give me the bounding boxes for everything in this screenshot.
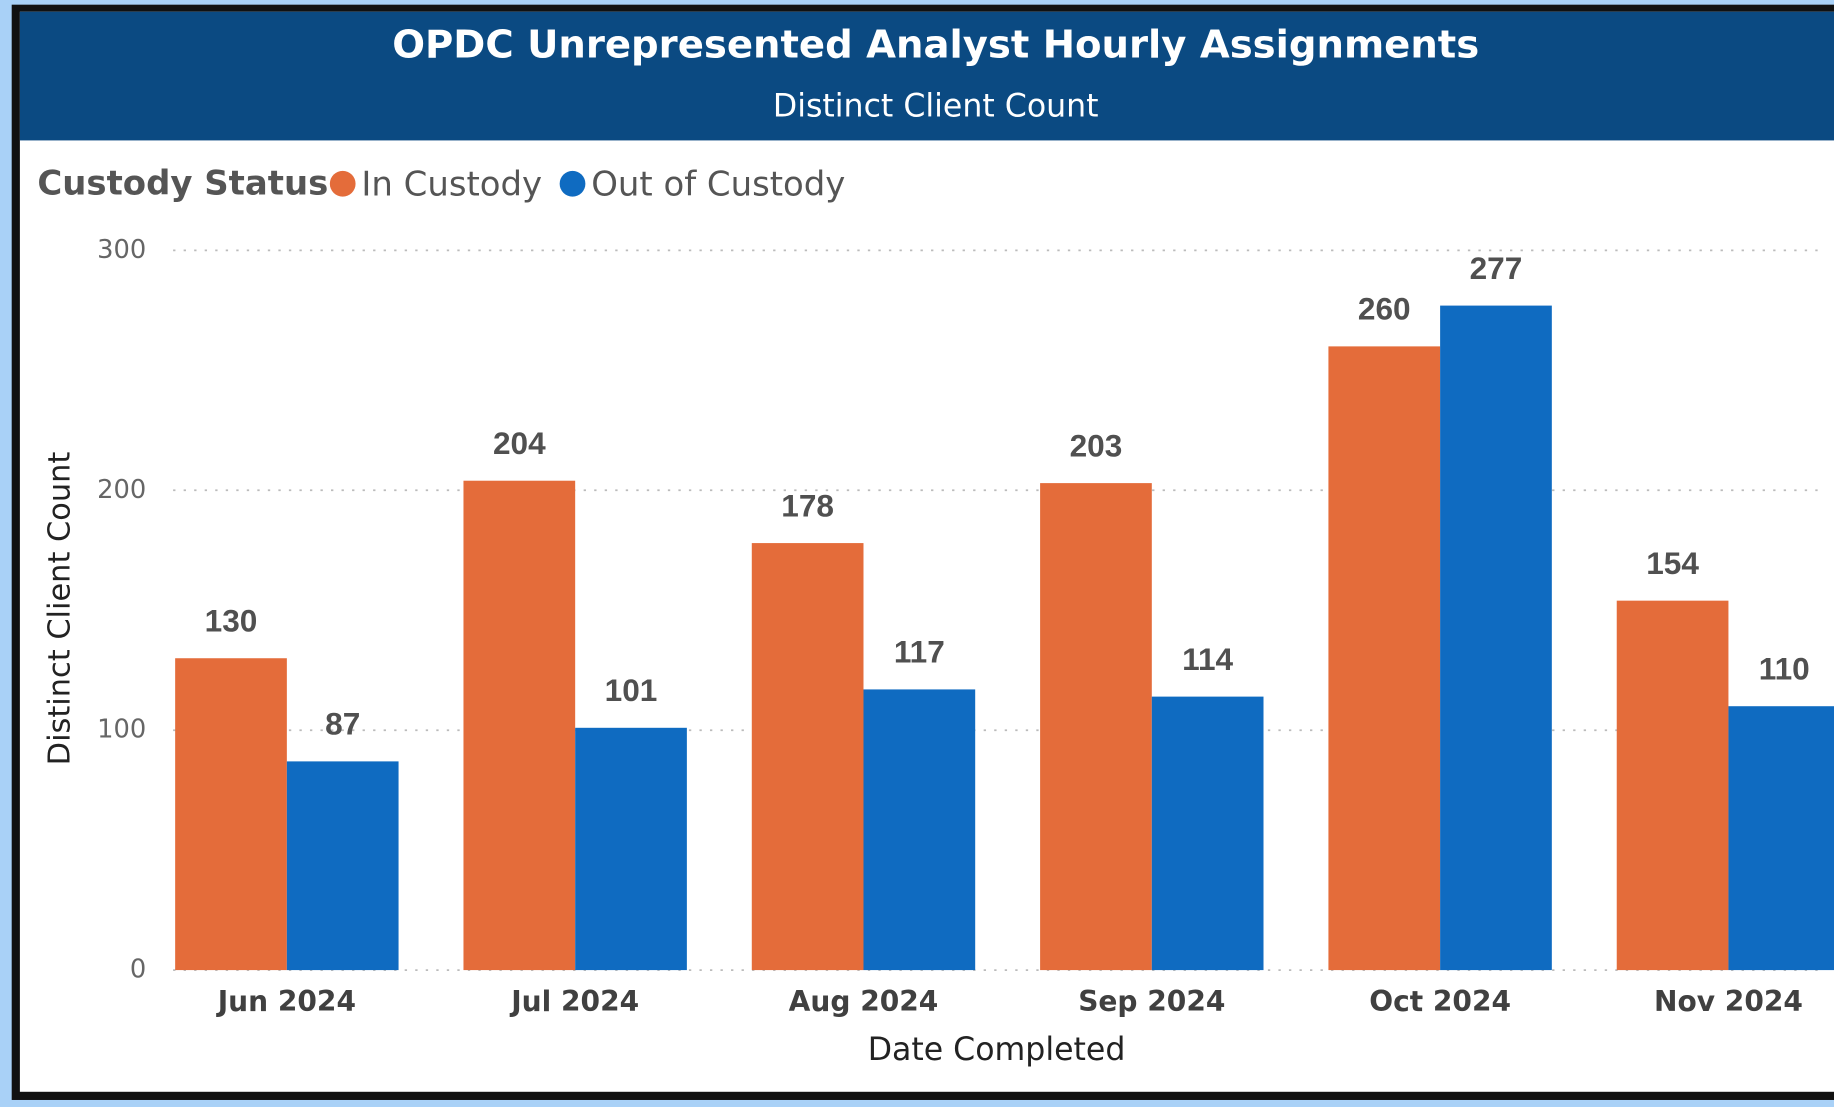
y-tick-label: 200 (97, 475, 146, 505)
x-tick-label: Nov 2024 (1654, 985, 1803, 1018)
value-label: 154 (1646, 545, 1699, 581)
legend-label: In Custody (361, 165, 542, 204)
bar (1728, 706, 1834, 971)
bar (1040, 483, 1152, 971)
bar (175, 658, 287, 971)
y-axis-title: Distinct Client Count (42, 452, 77, 766)
bar (575, 727, 687, 971)
legend-swatch (329, 170, 356, 197)
value-label: 204 (493, 425, 546, 461)
value-label: 178 (781, 487, 834, 523)
x-tick-label: Aug 2024 (789, 985, 939, 1018)
value-label: 110 (1759, 650, 1810, 686)
y-tick-label: 0 (130, 955, 146, 985)
value-label: 203 (1070, 427, 1123, 463)
value-label: 260 (1358, 291, 1411, 327)
chart-title: OPDC Unrepresented Analyst Hourly Assign… (392, 22, 1479, 67)
legend-label: Out of Custody (591, 165, 845, 204)
x-axis-title: Date Completed (868, 1032, 1126, 1068)
bar (863, 689, 976, 971)
value-label: 117 (894, 634, 945, 670)
x-tick-label: Jul 2024 (509, 985, 639, 1018)
header (19, 11, 1834, 141)
chart-subtitle: Distinct Client Count (773, 89, 1099, 125)
value-label: 130 (205, 602, 258, 638)
bar (463, 480, 576, 971)
legend-title: Custody Status (37, 163, 328, 202)
x-tick-label: Jun 2024 (216, 985, 356, 1018)
legend-swatch (559, 170, 586, 197)
bar (1440, 305, 1552, 971)
x-tick-label: Sep 2024 (1078, 985, 1225, 1018)
bar (286, 761, 399, 971)
value-label: 114 (1182, 641, 1233, 677)
bar (1616, 600, 1729, 971)
bar (751, 543, 864, 971)
bar (1151, 696, 1264, 971)
value-label: 87 (325, 706, 360, 742)
bar (1328, 346, 1441, 971)
value-label: 101 (605, 672, 658, 708)
y-tick-label: 100 (97, 715, 146, 745)
y-tick-label: 300 (97, 235, 146, 265)
value-label: 277 (1470, 250, 1523, 286)
x-tick-label: Oct 2024 (1369, 985, 1511, 1018)
